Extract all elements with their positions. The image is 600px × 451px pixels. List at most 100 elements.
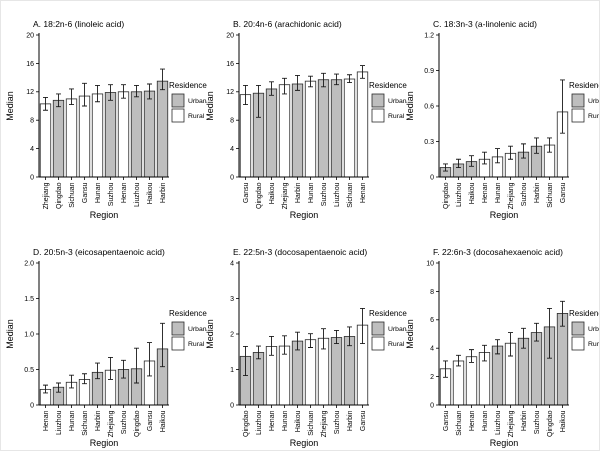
bar-liuzhou	[130, 91, 143, 178]
error-bar-zhejiang	[508, 145, 513, 160]
legend-label-rural: Rural	[388, 113, 405, 120]
error-bar-zhejiang	[108, 356, 113, 380]
y-tick-label: 0	[230, 402, 234, 409]
error-bar-harbin	[347, 326, 352, 347]
bar-hunan	[278, 345, 291, 406]
legend-swatch-rural	[171, 108, 185, 123]
y-tick-label: 0	[430, 174, 434, 181]
legend-swatch-urban	[171, 93, 185, 108]
error-bar-zhejiang	[508, 332, 513, 357]
legend-label-rural: Rural	[188, 341, 205, 348]
error-bar-haikou	[269, 81, 274, 96]
panel-b: B. 20:4n-6 (arachidonic acid) Gansu Qingda…	[201, 1, 407, 224]
y-tick-label: 2	[230, 331, 234, 338]
error-bar-suzhou	[521, 143, 526, 159]
panel-f-chart: F. 22:6n-3 (docosahexaenoic acid) Gansu Si…	[405, 247, 600, 448]
y-tick-label: 2.0	[24, 260, 34, 267]
bar-henan	[465, 356, 478, 406]
x-tick-label-harbin: Harbin	[347, 410, 354, 431]
x-tick-label-suzhou: Suzhou	[534, 410, 541, 434]
x-tick-label-gansu: Gansu	[443, 410, 450, 431]
panel-title: D. 20:5n-3 (eicosapentaenoic acid)	[33, 247, 165, 257]
x-tick-label-harbin: Harbin	[95, 410, 102, 431]
y-tick-label: 12	[26, 89, 34, 96]
x-tick-label-haikou: Haikou	[295, 410, 302, 432]
bar-harbin	[156, 80, 169, 178]
error-bar-gansu	[360, 307, 365, 345]
panel-c-chart: C. 18:3n-3 (a-linolenic acid) Qingdao Liuz…	[405, 19, 600, 220]
y-tick-label: 6	[430, 317, 434, 324]
error-bar-sichuan	[82, 373, 87, 385]
x-tick-label-sichuan: Sichuan	[347, 182, 354, 207]
error-bar-haikou	[560, 300, 565, 327]
x-tick-label-sichuan: Sichuan	[547, 182, 554, 207]
error-bar-liuzhou	[56, 382, 61, 393]
legend-label-urban: Urban	[188, 326, 207, 333]
error-bar-harbin	[295, 75, 300, 91]
x-tick-label-suzhou: Suzhou	[521, 182, 528, 206]
x-tick-label-liuzhou: Liuzhou	[134, 182, 141, 207]
error-bar-harbin	[521, 327, 526, 349]
panel-e-chart: E. 22:5n-3 (docosapentaenoic acid) Qingda…	[205, 247, 407, 448]
error-bar-sichuan	[547, 137, 552, 153]
legend-title: Residence	[569, 81, 600, 90]
x-tick-label-haikou: Haikou	[147, 182, 154, 204]
error-bar-henan	[482, 151, 487, 165]
x-tick-label-sichuan: Sichuan	[82, 410, 89, 435]
bar-sichuan	[304, 339, 317, 406]
x-tick-label-qingdao: Qingdao	[256, 182, 263, 209]
bar-haikou	[291, 340, 304, 406]
x-tick-label-liuzhou: Liuzhou	[256, 410, 263, 435]
x-tick-label-henan: Henan	[269, 410, 276, 431]
panel-d-chart: D. 20:5n-3 (eicosapentaenoic acid) Henan L…	[5, 247, 207, 448]
y-tick-label: 8	[230, 118, 234, 125]
bar-sichuan	[65, 98, 78, 178]
panel-title: F. 22:6n-3 (docosahexaenoic acid)	[433, 247, 563, 257]
error-bar-qingdao	[243, 345, 248, 376]
x-tick-label-zhejiang: Zhejiang	[508, 410, 515, 437]
legend-label-urban: Urban	[388, 326, 407, 333]
error-bar-sichuan	[69, 88, 74, 106]
legend-label-urban: Urban	[588, 326, 600, 333]
legend-label-urban: Urban	[188, 98, 207, 105]
x-tick-label-qingdao: Qingdao	[56, 182, 63, 209]
x-axis-title: Region	[490, 210, 519, 220]
x-tick-label-henan: Henan	[469, 410, 476, 431]
bar-suzhou	[104, 92, 117, 178]
legend-title: Residence	[369, 309, 407, 318]
y-tick-label: 8	[30, 118, 34, 125]
panel-d: D. 20:5n-3 (eicosapentaenoic acid) Henan L…	[1, 229, 207, 450]
y-tick-label: 0	[430, 402, 434, 409]
error-bar-suzhou	[334, 330, 339, 345]
x-tick-label-harbin: Harbin	[295, 182, 302, 203]
error-bar-henan	[360, 65, 365, 79]
panel-e: E. 22:5n-3 (docosapentaenoic acid) Qingda…	[201, 229, 407, 450]
error-bar-qingdao	[256, 84, 261, 118]
y-tick-label: 4	[230, 146, 234, 153]
error-bar-liuzhou	[256, 345, 261, 360]
error-bar-zhejiang	[321, 328, 326, 350]
legend-label-urban: Urban	[588, 98, 600, 105]
y-tick-label: 1.5	[24, 296, 34, 303]
error-bar-zhejiang	[43, 97, 48, 111]
y-tick-label: 20	[226, 32, 234, 39]
y-tick-label: 0	[30, 402, 34, 409]
bar-harbin	[291, 83, 304, 178]
panel-c: C. 18:3n-3 (a-linolenic acid) Qingdao Liuz…	[401, 1, 600, 224]
x-tick-label-gansu: Gansu	[243, 182, 250, 203]
bar-zhejiang	[39, 103, 52, 178]
y-tick-label: 16	[226, 61, 234, 68]
bar-suzhou	[330, 337, 343, 406]
y-tick-label: 20	[26, 32, 34, 39]
x-tick-label-suzhou: Suzhou	[321, 182, 328, 206]
x-tick-label-gansu: Gansu	[560, 182, 567, 203]
y-axis-title: Median	[5, 319, 15, 349]
error-bar-suzhou	[534, 322, 539, 342]
bar-liuzhou	[491, 345, 504, 406]
bar-gansu	[78, 95, 91, 178]
x-tick-label-henan: Henan	[121, 182, 128, 203]
bar-hunan	[91, 93, 104, 178]
x-tick-label-hunan: Hunan	[95, 182, 102, 203]
x-tick-label-gansu: Gansu	[147, 410, 154, 431]
x-tick-label-liuzhou: Liuzhou	[456, 182, 463, 207]
